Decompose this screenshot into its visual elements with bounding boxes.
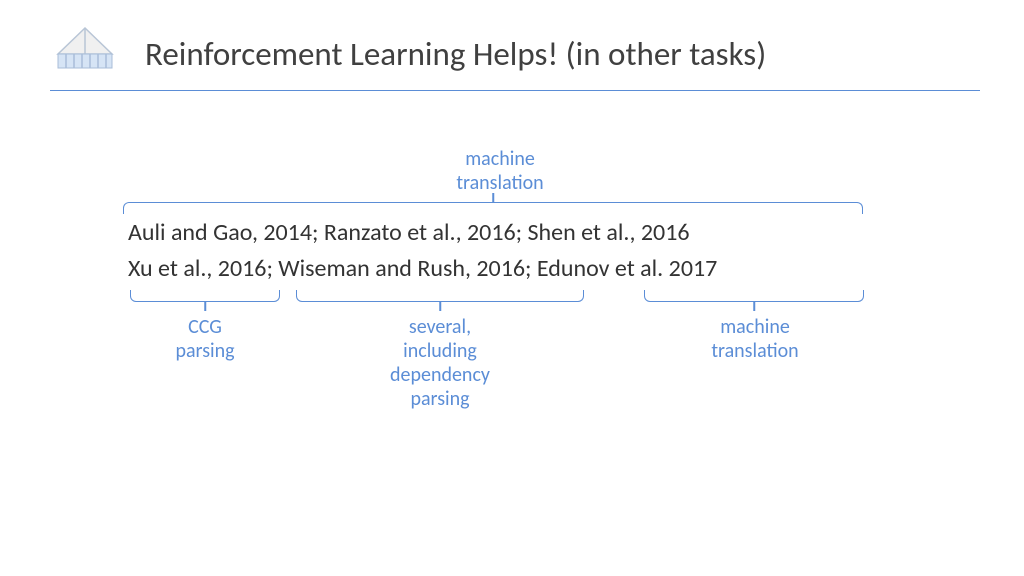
citation-line-1: Auli and Gao, 2014; Ranzato et al., 2016…: [128, 218, 690, 247]
title-underline: [50, 90, 980, 91]
bracket-bottom-right: [644, 290, 864, 302]
annotation-label-bottom-mid: several,includingdependencyparsing: [380, 315, 500, 411]
annotation-label-top: machinetranslation: [440, 147, 560, 195]
annotation-label-bottom-left: CCGparsing: [160, 315, 250, 363]
bracket-bottom-left: [130, 290, 280, 302]
citation-line-2: Xu et al., 2016; Wiseman and Rush, 2016;…: [128, 254, 717, 283]
annotation-label-bottom-right: machinetranslation: [700, 315, 810, 363]
slide-title: Reinforcement Learning Helps! (in other …: [145, 34, 766, 74]
logo-icon: [50, 26, 120, 75]
bracket-top: [123, 202, 863, 214]
bracket-bottom-mid: [296, 290, 584, 302]
